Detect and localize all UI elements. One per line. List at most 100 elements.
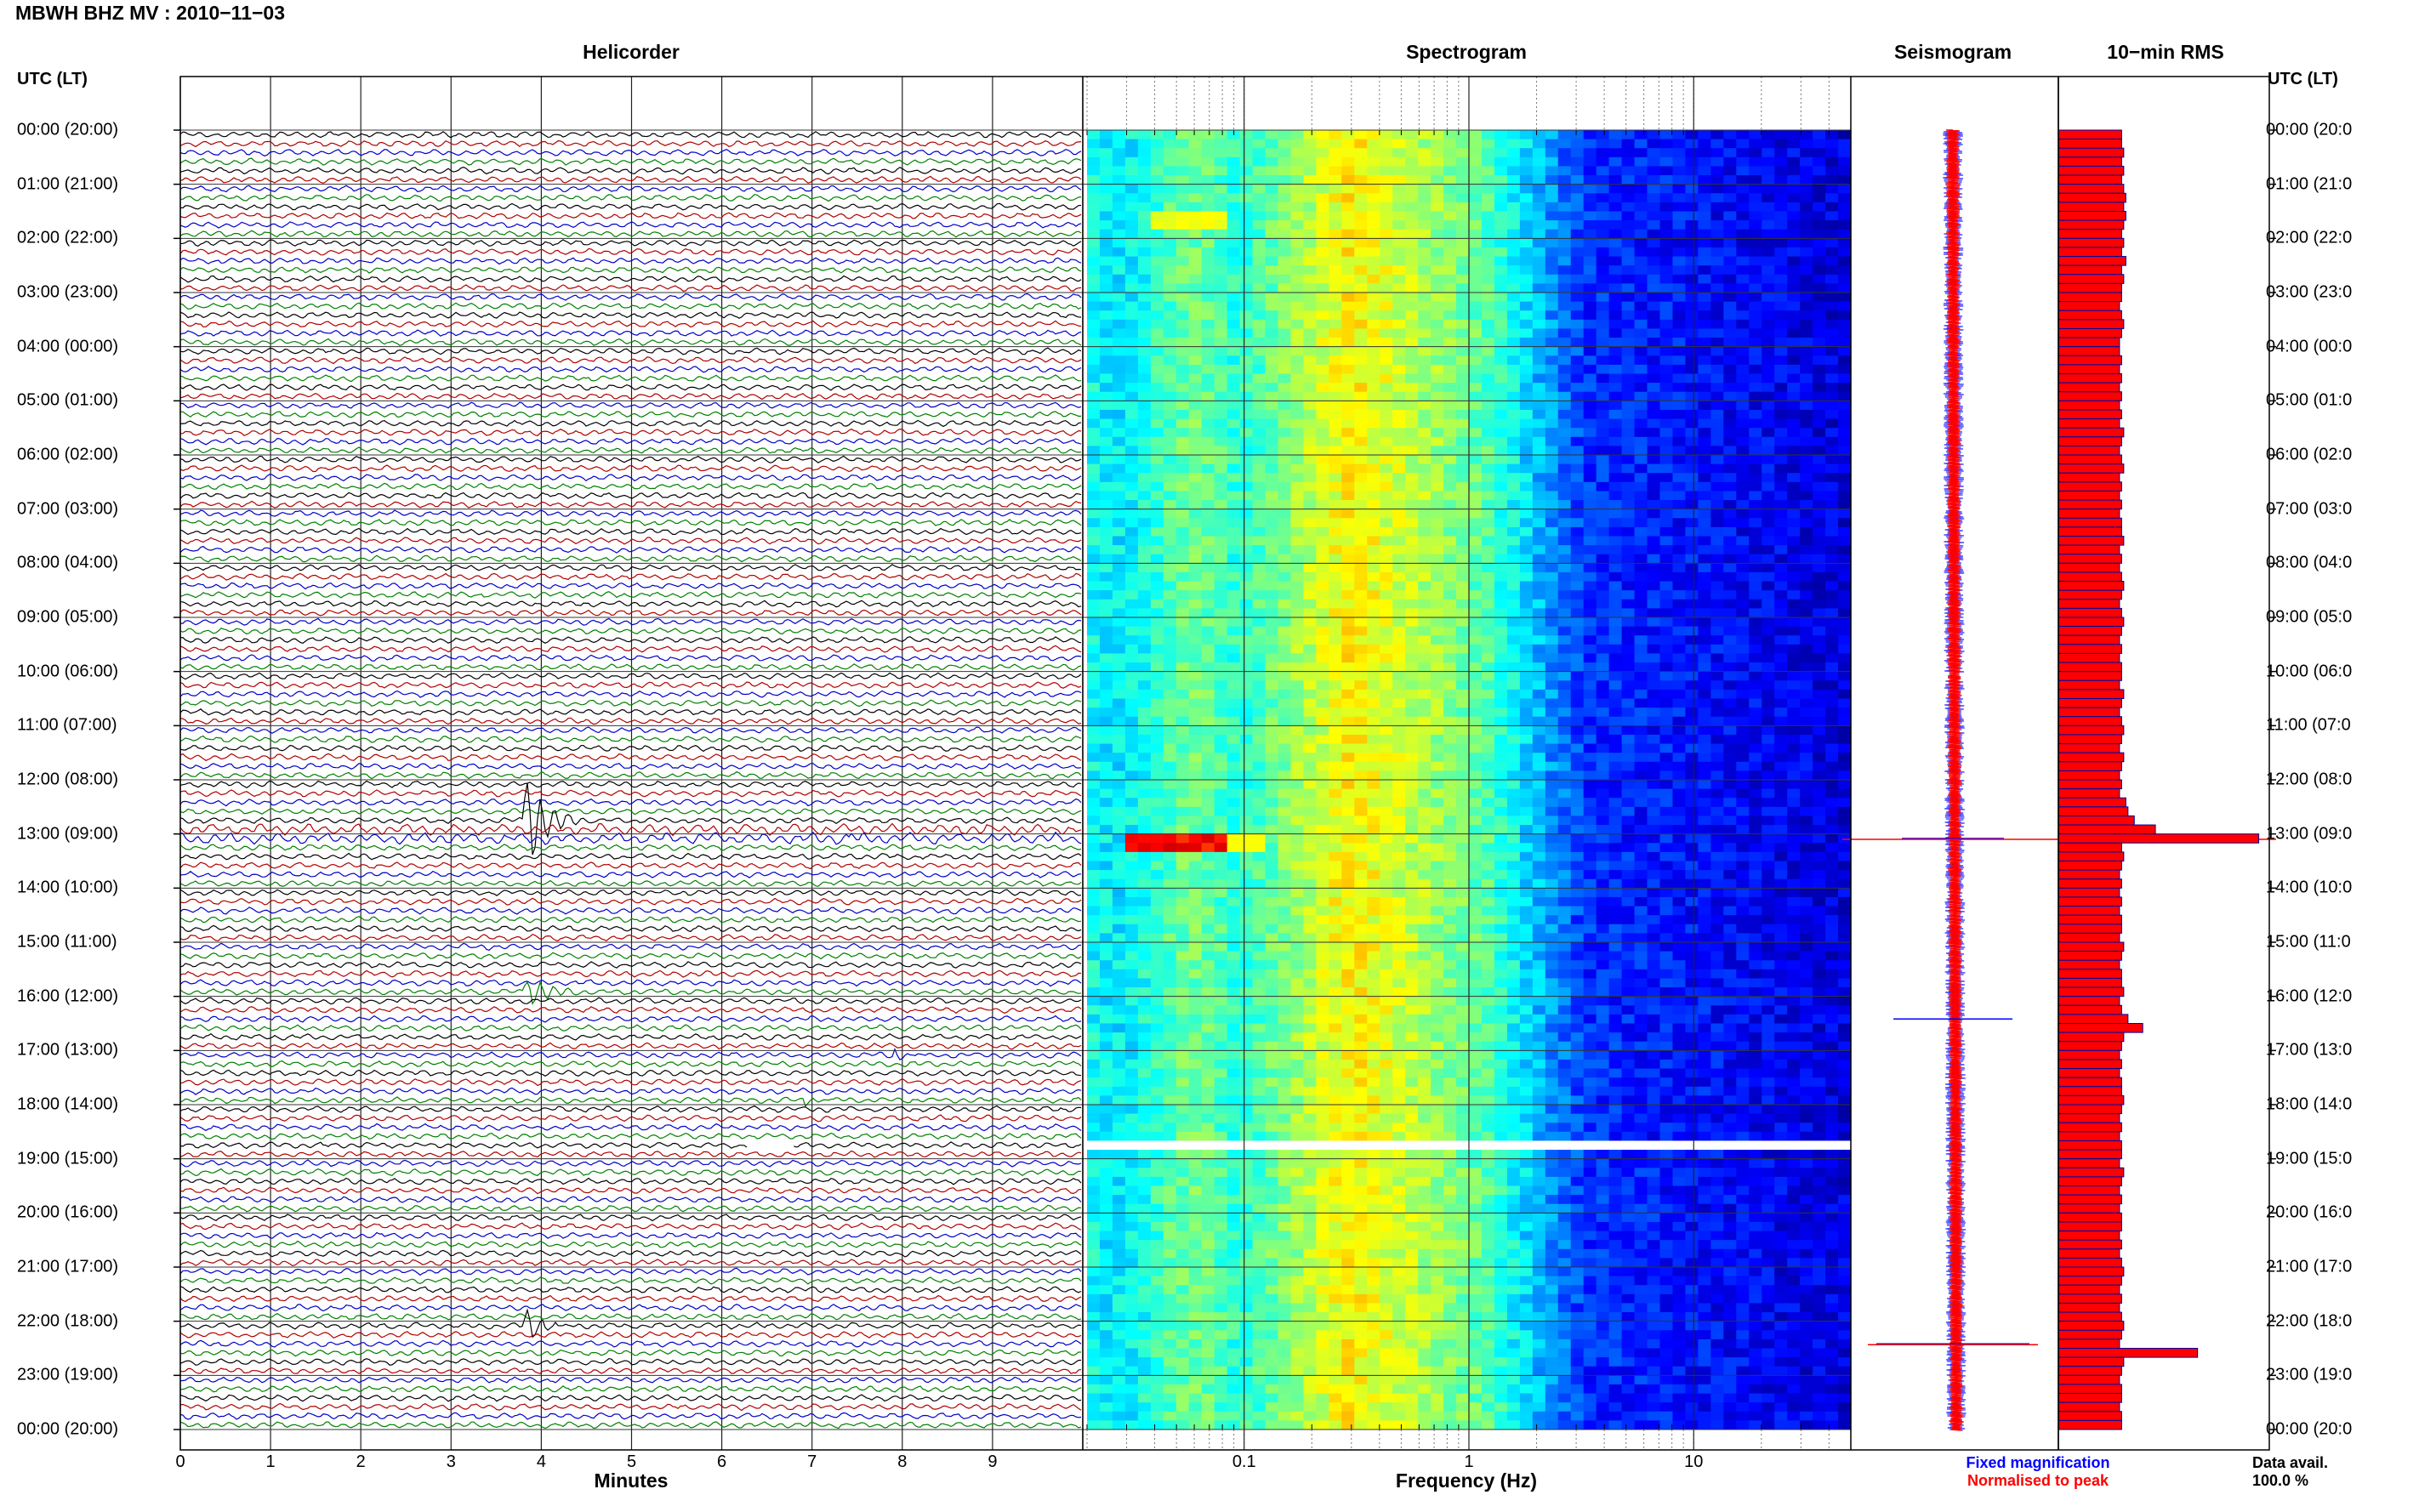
spectrogram-cell <box>1367 509 1380 519</box>
spectrogram-cell <box>1494 698 1508 708</box>
spectrogram-cell <box>1583 816 1597 826</box>
spectrogram-cell <box>1341 274 1355 284</box>
spectrogram-cell <box>1634 301 1648 311</box>
spectrogram-cell <box>1380 409 1393 420</box>
spectrogram-cell <box>1532 355 1546 366</box>
spectrogram-cell <box>1532 156 1546 167</box>
spectrogram-cell <box>1762 780 1775 790</box>
spectrogram-cell <box>1813 156 1826 167</box>
spectrogram-cell <box>1456 554 1470 564</box>
spectrogram-cell <box>1698 526 1711 537</box>
spectrogram-cell <box>1532 563 1546 573</box>
spectrogram-cell <box>1685 518 1699 528</box>
spectrogram-cell <box>1354 825 1368 835</box>
spectrogram-cell <box>1749 708 1762 718</box>
spectrogram-cell <box>1749 734 1762 745</box>
spectrogram-cell <box>1367 175 1380 185</box>
spectrogram-cell <box>1252 193 1266 203</box>
spectrogram-cell <box>1621 833 1636 844</box>
spectrogram-cell <box>1201 193 1215 203</box>
spectrogram-cell <box>1710 265 1724 276</box>
spectrogram-cell <box>1418 391 1431 401</box>
spectrogram-cell <box>1813 418 1826 429</box>
spectrogram-cell <box>1087 193 1101 203</box>
spectrogram-cell <box>1329 843 1342 853</box>
helicorder-x-tick-label: 6 <box>717 1452 727 1471</box>
spectrogram-cell <box>1265 851 1279 861</box>
spectrogram-cell <box>1481 554 1495 564</box>
spectrogram-cell <box>1647 293 1661 303</box>
spectrogram-cell <box>1087 743 1101 753</box>
spectrogram-cell <box>1545 843 1559 853</box>
spectrogram-cell <box>1469 617 1483 628</box>
spectrogram-cell <box>1456 193 1470 203</box>
spectrogram-cell <box>1685 861 1699 871</box>
spectrogram-cell <box>1608 563 1623 573</box>
spectrogram-cell <box>1494 175 1508 185</box>
spectrogram-cell <box>1431 328 1444 338</box>
spectrogram-cell <box>1124 256 1139 266</box>
spectrogram-cell <box>1838 743 1852 753</box>
spectrogram-cell <box>1787 428 1801 438</box>
spectrogram-cell <box>1227 806 1241 816</box>
spectrogram-cell <box>1124 193 1139 203</box>
spectrogram-cell <box>1800 761 1813 771</box>
spectrogram-cell <box>1431 265 1444 276</box>
spectrogram-cell <box>1188 130 1203 140</box>
spectrogram-cell <box>1659 328 1674 338</box>
spectrogram-cell <box>1469 364 1483 374</box>
spectrogram-cell <box>1316 725 1329 736</box>
spectrogram-cell <box>1290 346 1305 356</box>
spectrogram-cell <box>1469 833 1483 844</box>
spectrogram-cell <box>1329 743 1342 753</box>
spectrogram-cell <box>1163 761 1177 771</box>
spectrogram-cell <box>1596 500 1610 510</box>
spectrogram-cell <box>1596 851 1610 861</box>
spectrogram-cell <box>1647 617 1661 628</box>
spectrogram-cell <box>1163 166 1177 176</box>
spectrogram-cell <box>1290 463 1305 474</box>
spectrogram-cell <box>1443 409 1457 420</box>
spectrogram-cell <box>1698 554 1711 564</box>
spectrogram-cell <box>1252 861 1266 871</box>
spectrogram-cell <box>1201 571 1215 583</box>
spectrogram-cell <box>1278 491 1292 501</box>
spectrogram-cell <box>1800 571 1813 583</box>
spectrogram-cell <box>1137 653 1152 663</box>
spectrogram-cell <box>1290 798 1305 808</box>
spectrogram-cell <box>1596 238 1610 248</box>
spectrogram-cell <box>1596 446 1610 456</box>
spectrogram-cell <box>1316 698 1329 708</box>
spectrogram-cell <box>1392 843 1406 853</box>
spectrogram-cell <box>1316 545 1329 555</box>
spectrogram-cell <box>1825 256 1839 266</box>
spectrogram-cell <box>1710 211 1724 221</box>
spectrogram-cell <box>1494 383 1508 393</box>
spectrogram-cell <box>1545 788 1559 799</box>
spectrogram-cell <box>1659 401 1674 411</box>
spectrogram-cell <box>1494 409 1508 420</box>
spectrogram-cell <box>1481 274 1495 284</box>
spectrogram-cell <box>1557 338 1572 348</box>
spectrogram-cell <box>1456 202 1470 212</box>
spectrogram-cell <box>1838 798 1852 808</box>
spectrogram-cell <box>1736 753 1750 763</box>
spectrogram-cell <box>1800 644 1813 654</box>
spectrogram-cell <box>1087 526 1101 537</box>
spectrogram-cell <box>1150 653 1164 663</box>
spectrogram-cell <box>1685 184 1699 194</box>
spectrogram-cell <box>1634 283 1648 293</box>
spectrogram-cell <box>1188 491 1203 501</box>
spectrogram-cell <box>1380 500 1393 510</box>
spectrogram-cell <box>1087 843 1101 853</box>
spectrogram-cell <box>1124 355 1139 366</box>
spectrogram-cell <box>1150 265 1164 276</box>
spectrogram-cell <box>1698 436 1711 446</box>
spectrogram-cell <box>1418 526 1431 537</box>
spectrogram-cell <box>1749 283 1762 293</box>
spectrogram-cell <box>1698 166 1711 176</box>
spectrogram-cell <box>1710 463 1724 474</box>
spectrogram-cell <box>1341 590 1355 600</box>
spectrogram-cell <box>1494 644 1508 654</box>
spectrogram-cell <box>1290 788 1305 799</box>
